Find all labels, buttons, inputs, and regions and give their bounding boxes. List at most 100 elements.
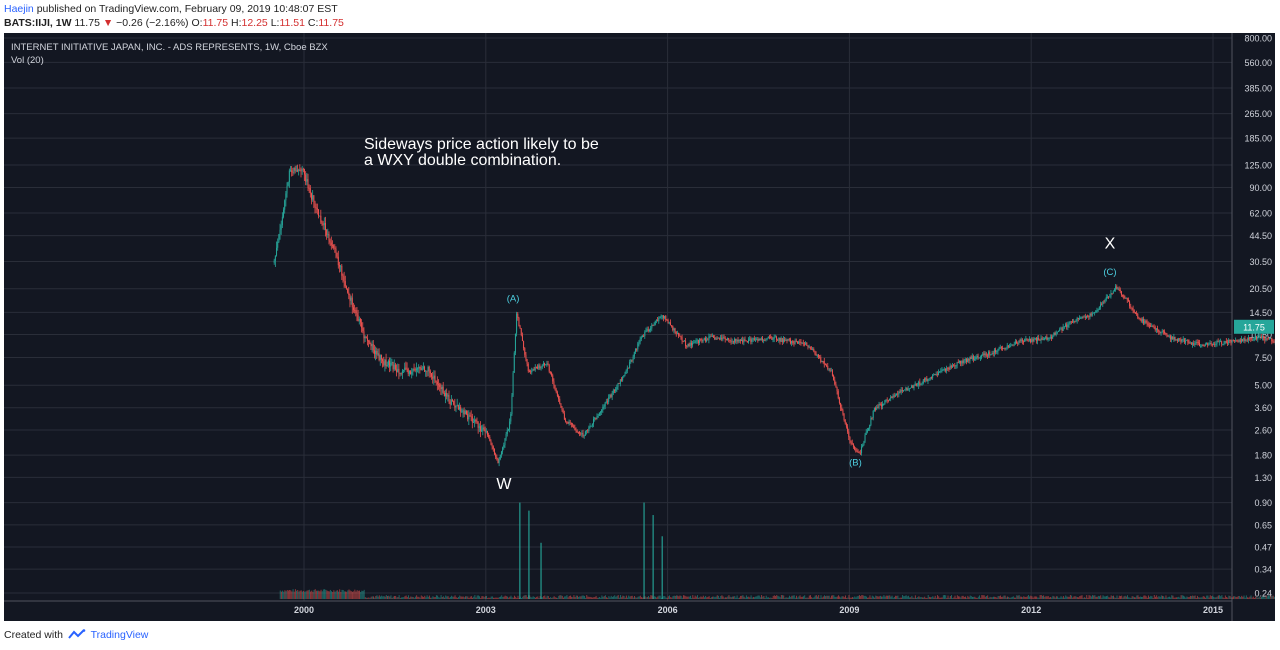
volume-bar	[698, 597, 700, 599]
candle-body	[1030, 338, 1032, 342]
candle-body	[407, 369, 409, 374]
candle-body	[796, 341, 798, 344]
candle-body	[1200, 345, 1202, 347]
price-chart[interactable]: 800.00560.00385.00265.00185.00125.0090.0…	[4, 33, 1275, 621]
candle-body	[1209, 343, 1211, 345]
candle-body	[350, 297, 352, 301]
candle-body	[605, 401, 607, 403]
volume-bar	[1157, 597, 1159, 599]
volume-bar	[558, 595, 560, 599]
price-tick-label: 560.00	[1244, 58, 1272, 68]
candle-body	[731, 341, 733, 343]
volume-bar	[776, 595, 778, 599]
candle-body	[617, 383, 619, 387]
candle-body	[1055, 332, 1057, 335]
candle-body	[687, 343, 689, 347]
volume-bar	[533, 596, 535, 599]
candle-body	[856, 450, 858, 452]
volume-bar	[593, 597, 595, 599]
volume-bar	[1078, 597, 1080, 599]
candle-body	[432, 376, 434, 379]
candle-body	[1060, 328, 1062, 330]
volume-bar	[280, 591, 282, 599]
volume-bar	[481, 596, 483, 599]
volume-bar	[414, 596, 416, 599]
candle-body	[584, 431, 586, 436]
volume-bar	[1192, 595, 1194, 599]
candle-body	[365, 336, 367, 339]
candle-body	[1000, 347, 1002, 349]
volume-bar	[947, 595, 949, 599]
volume-bar	[921, 597, 923, 599]
volume-bar	[705, 595, 707, 599]
candle-body	[772, 339, 774, 340]
candle-body	[1122, 294, 1124, 296]
volume-bar	[1073, 596, 1075, 599]
candle-body	[679, 335, 681, 337]
ohlc-line: BATS:IIJI, 1W 11.75 ▼ −0.26 (−2.16%) O:1…	[4, 17, 1274, 29]
volume-bar	[617, 595, 619, 599]
volume-bar	[1068, 596, 1070, 599]
volume-bar	[1040, 595, 1042, 599]
volume-bar	[343, 591, 345, 599]
candle-body	[373, 350, 375, 354]
volume-bar	[493, 597, 495, 599]
volume-bar	[839, 596, 841, 599]
volume-bar	[899, 597, 901, 599]
candle-body	[678, 332, 680, 336]
volume-bar	[1266, 596, 1268, 599]
candle-body	[1202, 344, 1204, 346]
volume-bar	[765, 595, 767, 599]
tradingview-brand-link[interactable]: TradingView	[90, 629, 149, 641]
candle-body	[955, 365, 957, 367]
volume-bar	[469, 596, 471, 599]
candle-body	[283, 209, 285, 217]
volume-bar	[428, 595, 430, 599]
volume-bar	[1026, 596, 1028, 599]
volume-bar	[417, 596, 419, 599]
volume-bar	[489, 597, 491, 599]
volume-bar	[578, 596, 580, 599]
candle-body	[562, 410, 564, 414]
candle-body	[1085, 315, 1087, 319]
volume-bar	[869, 595, 871, 599]
volume-bar	[568, 595, 570, 599]
candle-body	[446, 393, 448, 397]
volume-bar	[350, 591, 352, 599]
candle-body	[1231, 340, 1233, 343]
candle-body	[1097, 309, 1099, 311]
author-link[interactable]: Haejin	[4, 3, 34, 15]
candle-body	[963, 360, 965, 363]
candle-body	[858, 452, 860, 454]
candle-body	[1044, 338, 1046, 340]
volume-bar	[634, 595, 636, 599]
candle-body	[455, 405, 457, 408]
candle-body	[337, 256, 339, 266]
volume-bar	[684, 595, 686, 599]
candle-body	[1207, 343, 1209, 346]
candle-body	[306, 179, 308, 182]
candle-body	[414, 369, 416, 371]
volume-bar	[307, 590, 309, 599]
volume-bar	[543, 596, 545, 599]
candle-body	[1095, 310, 1097, 313]
volume-bar	[971, 596, 973, 599]
candle-body	[654, 320, 656, 325]
volume-bar	[627, 597, 629, 599]
candle-body	[465, 411, 467, 414]
volume-bar	[498, 597, 500, 599]
candle-body	[935, 374, 937, 375]
candle-body	[637, 343, 639, 350]
volume-bar	[1050, 597, 1052, 599]
chart-area[interactable]: 800.00 560.00 385.00 265.00 185.00 125.00 90.0…	[4, 33, 1275, 621]
volume-bar	[847, 597, 849, 599]
candle-body	[693, 342, 695, 344]
volume-bar	[1062, 596, 1064, 599]
candle-body	[485, 430, 487, 432]
time-tick-label: 2003	[476, 605, 496, 615]
volume-bar	[928, 596, 930, 599]
candle-body	[445, 393, 447, 397]
candle-body	[1258, 336, 1260, 338]
candle-body	[819, 356, 821, 358]
volume-bar	[702, 595, 704, 599]
